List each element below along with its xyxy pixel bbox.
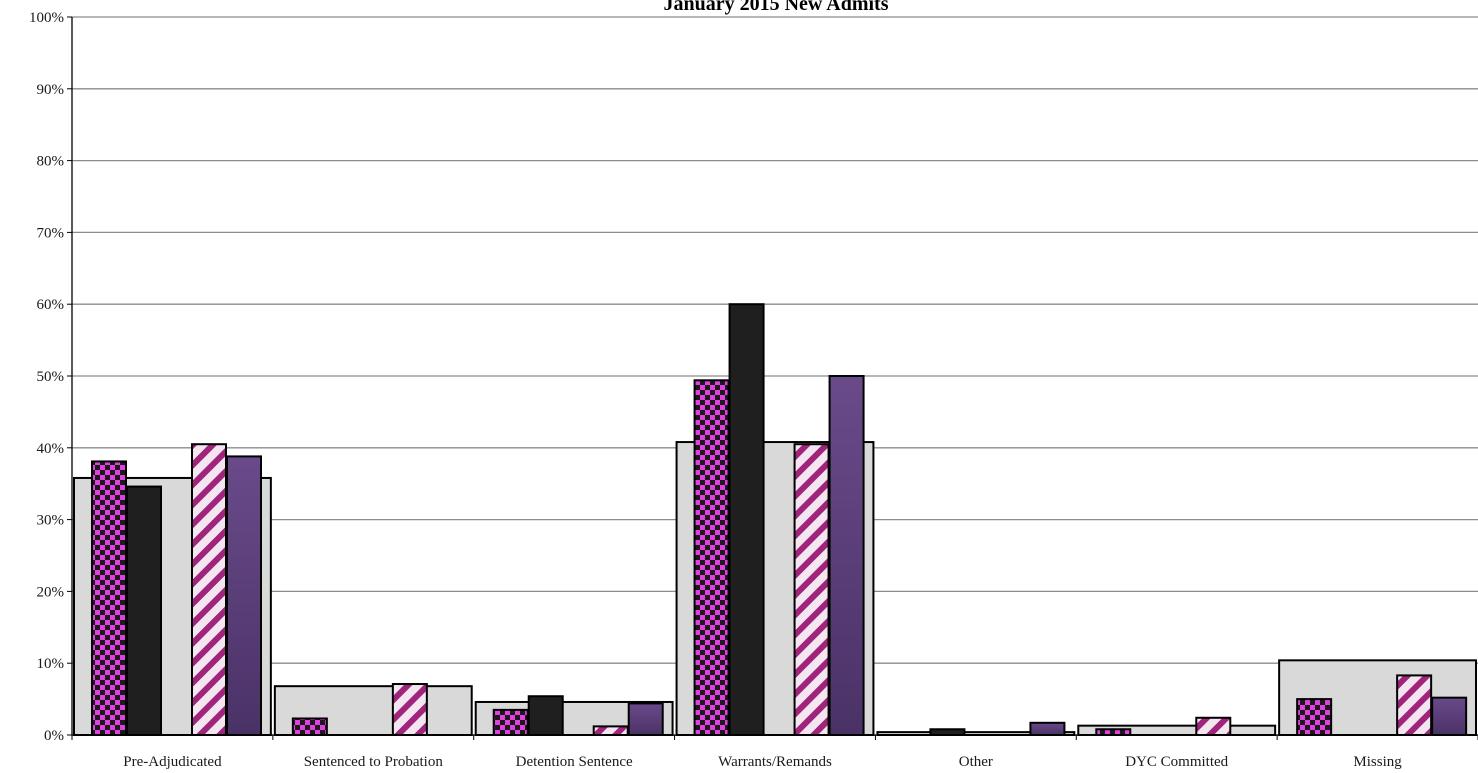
data-bar (1396, 674, 1433, 737)
data-bar (693, 379, 730, 736)
y-tick-label: 60% (37, 297, 65, 313)
bars (91, 303, 1468, 737)
data-bar (1296, 698, 1333, 736)
data-bar (527, 695, 564, 737)
background-bars (73, 441, 1477, 737)
data-bar (226, 455, 262, 736)
y-tick-label: 70% (37, 225, 65, 241)
data-bar (828, 375, 865, 736)
data-bar (492, 708, 529, 736)
data-bar (391, 683, 428, 736)
y-tick-label: 100% (29, 10, 64, 26)
data-bar (1431, 696, 1468, 736)
x-axis-labels: Pre-Adjudicated Sentenced to Probation Det… (123, 754, 1402, 770)
y-tick-label: 20% (37, 584, 65, 600)
chart-title: January 2015 New Admits (663, 0, 888, 15)
data-bar (91, 460, 127, 736)
category-label: DYC Committed (1125, 754, 1228, 770)
y-tick-label: 0% (44, 728, 64, 744)
y-tick-label: 80% (37, 154, 65, 170)
data-bar (1095, 728, 1132, 736)
category-label: Pre-Adjudicated (123, 754, 222, 770)
data-bar (929, 728, 966, 736)
data-bar (728, 303, 765, 736)
category-label: Other (959, 754, 993, 770)
y-tick-label: 10% (37, 656, 65, 672)
y-tick-label: 90% (37, 82, 65, 98)
gridlines (72, 16, 1478, 664)
y-tick-label: 50% (37, 369, 65, 385)
category-label: Detention Sentence (516, 754, 633, 770)
category-label: Sentenced to Probation (304, 754, 444, 770)
data-bar (627, 702, 664, 737)
data-bar (793, 443, 830, 736)
category-label: Warrants/Remands (718, 754, 832, 770)
category-label: Missing (1353, 754, 1402, 770)
data-bar (1029, 721, 1066, 737)
data-bar (126, 485, 162, 736)
data-bar (291, 717, 328, 737)
y-axis-ticks: 0% 10% 20% 30% 40% 50% 60% 70% 80% 90% 100% (29, 10, 72, 744)
y-tick-label: 40% (37, 441, 65, 457)
data-bar (191, 443, 227, 736)
data-bar (592, 725, 629, 736)
data-bar (1195, 716, 1232, 737)
axes (71, 17, 1478, 740)
y-tick-label: 30% (37, 513, 65, 529)
